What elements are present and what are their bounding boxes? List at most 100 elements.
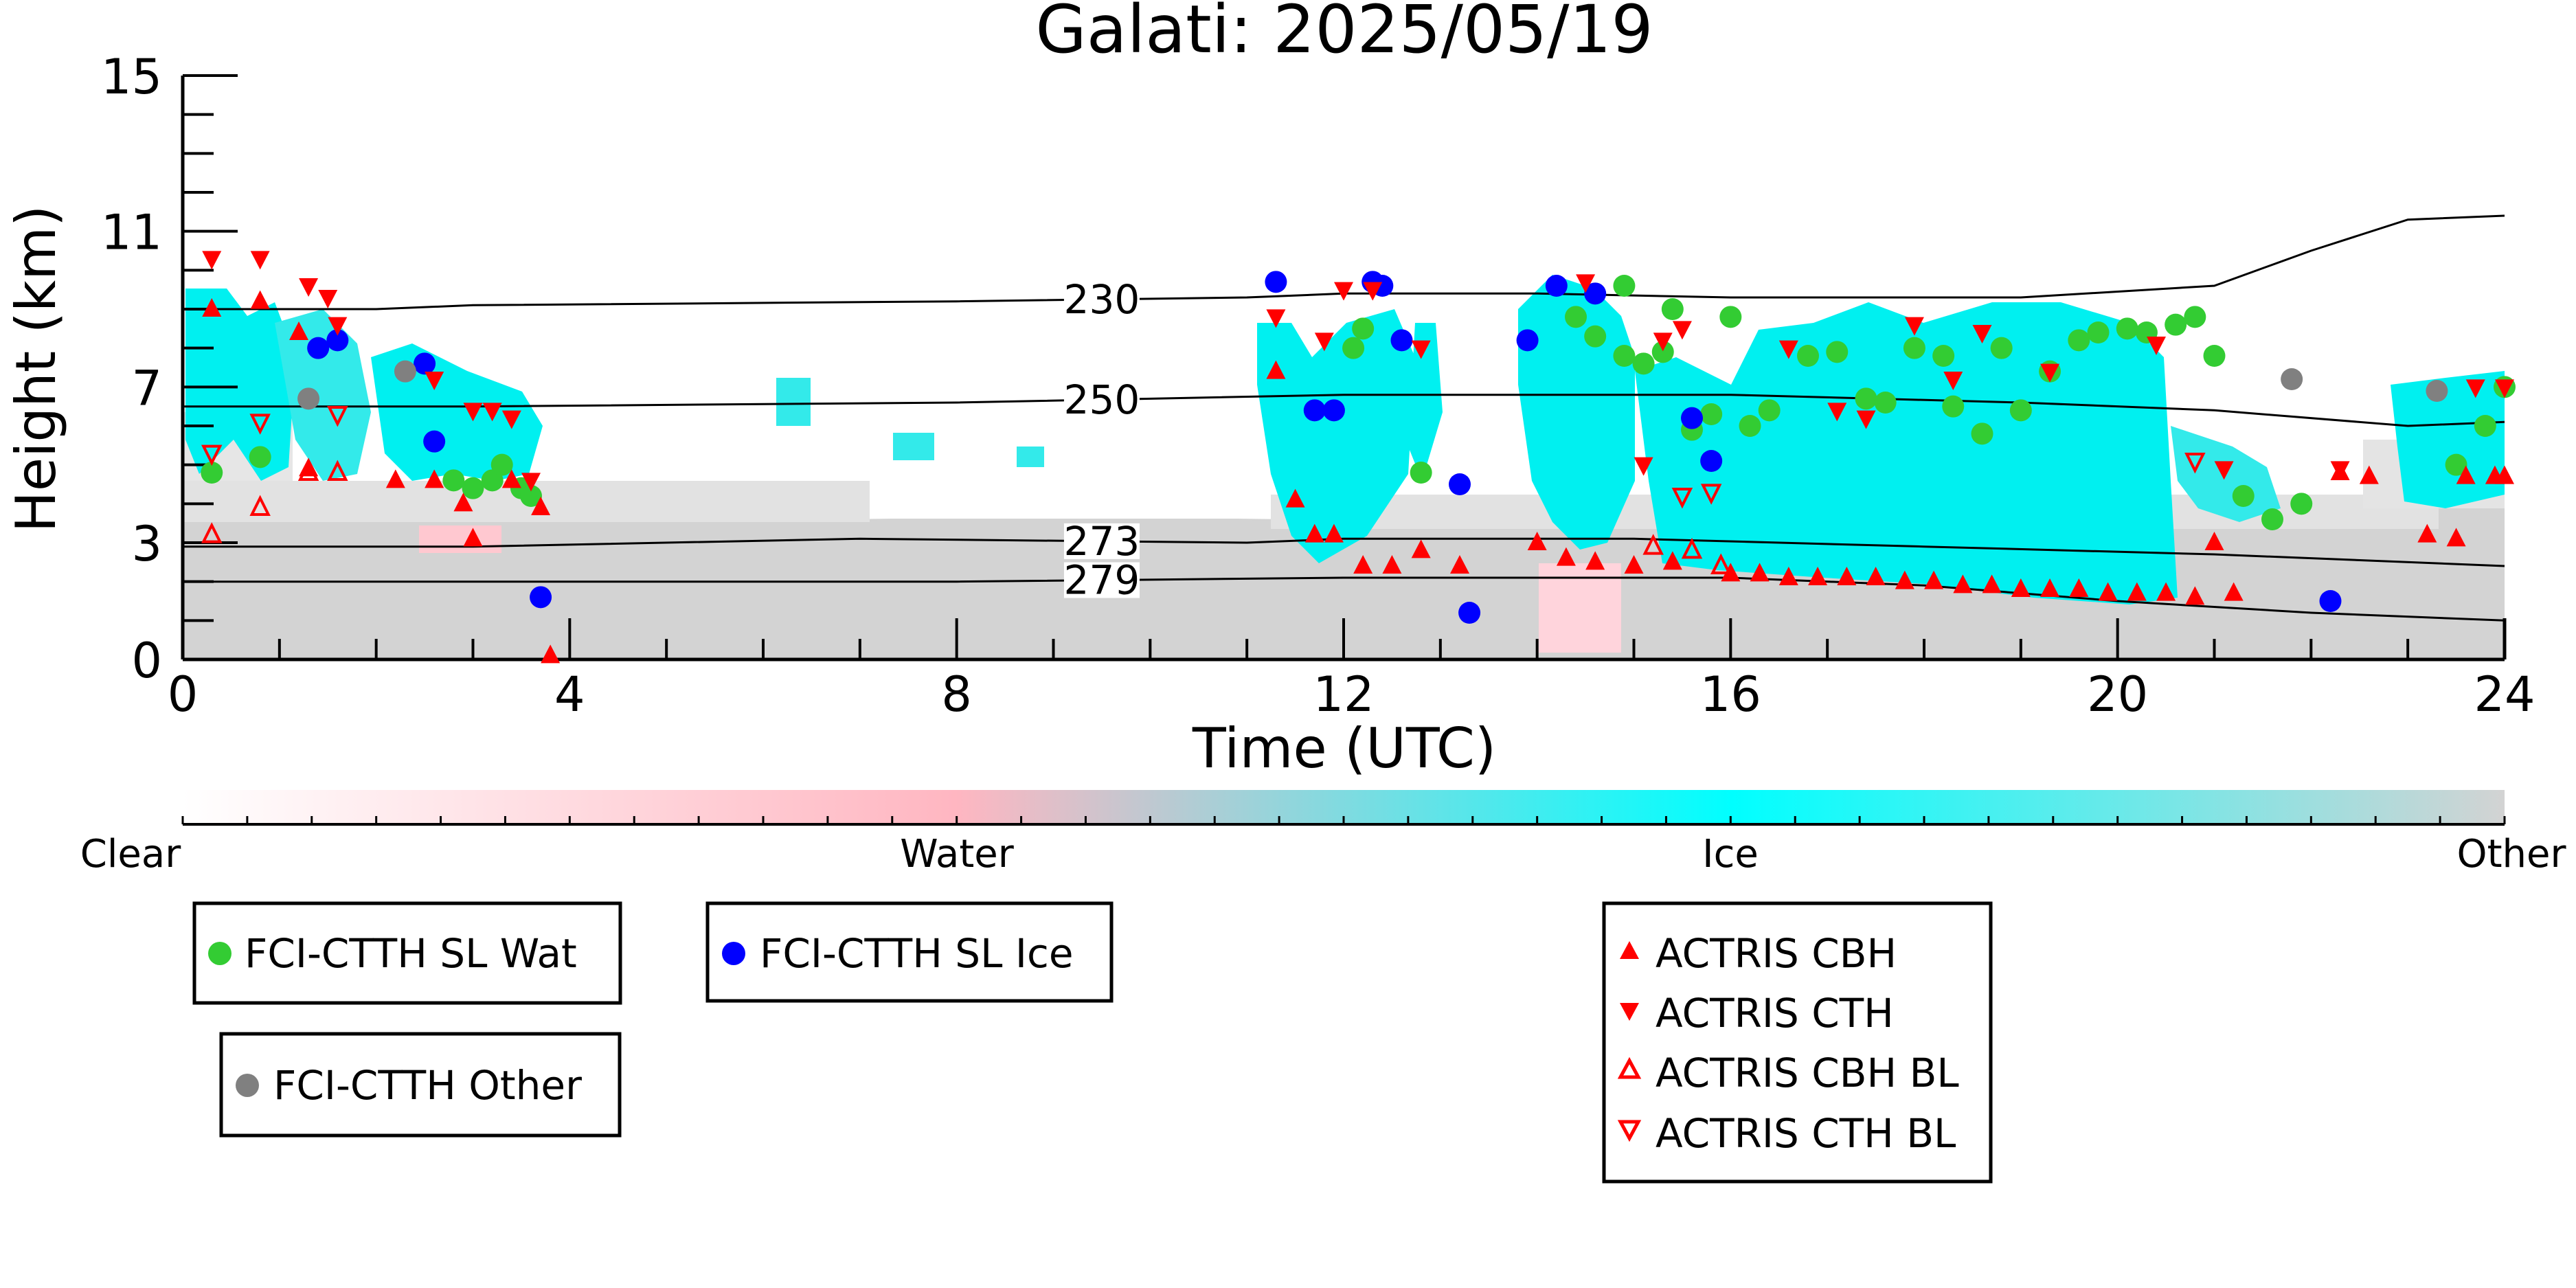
- point-triangle-down-20: [1827, 403, 1847, 422]
- x-tick-label-24: 24: [2474, 666, 2535, 723]
- colorbar-label-other: Other: [2456, 832, 2566, 877]
- point-circle-13: [1613, 345, 1636, 367]
- point-triangle-up-29: [1866, 567, 1886, 585]
- legend-marker-wat: [208, 942, 231, 965]
- point-triangle-up-35: [2040, 578, 2060, 597]
- point-circle-41: [1613, 275, 1636, 297]
- point-triangle-up-15: [1353, 555, 1373, 574]
- point-circle-8: [1342, 337, 1365, 359]
- x-tick-label-12: 12: [1313, 666, 1374, 723]
- point-triangle-down-9: [521, 473, 541, 492]
- point-circle-28: [1990, 337, 2013, 359]
- point-circle-39: [2261, 508, 2283, 530]
- point-circle-33: [2116, 317, 2138, 340]
- point-triangle-up-6: [453, 493, 473, 512]
- point-circle-5: [1265, 271, 1287, 293]
- legend-label-cbh-bl: ACTRIS CBH BL: [1656, 1050, 1959, 1096]
- ice-patch-1: [776, 378, 811, 426]
- point-triangle-up-33: [1982, 574, 2002, 594]
- point-triangle-up-open-0: [201, 522, 223, 543]
- point-triangle-up-8: [501, 469, 521, 488]
- point-triangle-down-7: [482, 403, 502, 422]
- point-triangle-down-open-5: [2184, 453, 2206, 474]
- contour-label-bg-250: [1063, 381, 1140, 418]
- point-triangle-up-40: [2185, 586, 2205, 605]
- point-circle-7: [520, 485, 542, 507]
- point-triangle-down-25: [2040, 363, 2060, 383]
- point-triangle-down-23: [1943, 372, 1963, 390]
- point-triangle-up-28: [1837, 567, 1857, 585]
- x-tick-label-0: 0: [168, 666, 199, 723]
- point-triangle-down-18: [1672, 321, 1692, 340]
- legend-marker-cbh: [1620, 941, 1639, 959]
- point-circle-18: [2319, 590, 2342, 612]
- point-triangle-down-open-0: [201, 444, 223, 466]
- point-triangle-down-19: [1778, 340, 1798, 359]
- contour-label-230: 230: [1064, 276, 1140, 323]
- point-circle-13: [1516, 329, 1539, 352]
- y-axis-label: Height (km): [4, 205, 68, 533]
- legend-marker-cth: [1620, 1003, 1639, 1021]
- point-circle-45: [2474, 415, 2496, 437]
- y-tick-label-11: 11: [101, 205, 162, 261]
- point-triangle-up-25: [1750, 563, 1770, 582]
- x-tick-label-8: 8: [941, 666, 972, 723]
- point-triangle-up-23: [1662, 551, 1682, 570]
- point-triangle-up-open-6: [1710, 553, 1732, 574]
- point-circle-15: [1584, 282, 1607, 305]
- point-triangle-up-45: [2417, 523, 2437, 543]
- point-triangle-up-27: [1808, 567, 1828, 585]
- point-circle-2: [414, 352, 436, 375]
- point-triangle-down-0: [202, 251, 222, 270]
- legend-frame-other: [219, 1032, 622, 1138]
- point-triangle-down-30: [2495, 379, 2514, 398]
- point-triangle-up-open-5: [1681, 537, 1703, 559]
- point-circle-24: [1903, 337, 1925, 359]
- legend-box-other: FCI-CTTH Other: [219, 1032, 622, 1138]
- point-triangle-up-20: [1556, 547, 1576, 566]
- y-tick-label-0: 0: [131, 633, 162, 689]
- point-triangle-up-9: [531, 497, 551, 515]
- legend-box-ice: FCI-CTTH SL Ice: [705, 901, 1114, 1003]
- contour-line-250: [183, 394, 2505, 427]
- point-triangle-up-16: [1382, 555, 1402, 574]
- ice-region-2: [275, 309, 371, 481]
- point-circle-17: [1700, 450, 1723, 472]
- point-triangle-up-30: [1895, 570, 1914, 589]
- legend-frame-actris: [1602, 901, 1993, 1184]
- point-circle-23: [1874, 392, 1897, 414]
- point-triangle-up-36: [2069, 578, 2089, 597]
- point-triangle-down-open-4: [1700, 484, 1722, 505]
- point-triangle-down-4: [328, 317, 348, 336]
- y-tick-label-3: 3: [131, 516, 162, 572]
- point-triangle-up-10: [541, 644, 561, 664]
- point-triangle-down-22: [1904, 317, 1924, 336]
- legend-label-ice: FCI-CTTH SL Ice: [760, 930, 1074, 977]
- point-circle-26: [1942, 395, 1965, 418]
- point-triangle-up-0: [202, 298, 222, 317]
- point-circle-25: [1932, 345, 1955, 367]
- point-circle-1: [249, 446, 271, 468]
- contour-label-bg-273: [1063, 523, 1140, 559]
- point-triangle-down-12: [1334, 282, 1353, 301]
- point-triangle-down-26: [2147, 337, 2166, 355]
- legend-box-actris: ACTRIS CBH ACTRIS CTH ACTRIS CBH BL ACTR…: [1602, 901, 1993, 1184]
- point-circle-12: [1458, 602, 1481, 624]
- point-triangle-down-13: [1363, 282, 1383, 301]
- legend-label-other: FCI-CTTH Other: [273, 1062, 582, 1109]
- point-circle-10: [1390, 329, 1413, 352]
- point-triangle-up-34: [2011, 578, 2031, 597]
- point-circle-35: [2165, 313, 2187, 336]
- contour-label-bg-230: [1063, 281, 1140, 317]
- contour-label-250: 250: [1064, 376, 1140, 423]
- point-circle-20: [1797, 345, 1819, 367]
- point-triangle-up-38: [2127, 582, 2147, 601]
- point-triangle-down-open-1: [249, 414, 271, 435]
- colorbar: [181, 790, 2506, 826]
- point-triangle-down-27: [2214, 461, 2234, 480]
- point-circle-0: [201, 462, 223, 484]
- point-circle-3: [462, 477, 484, 499]
- point-triangle-down-24: [1972, 325, 1992, 343]
- y-tick-label-15: 15: [101, 49, 162, 105]
